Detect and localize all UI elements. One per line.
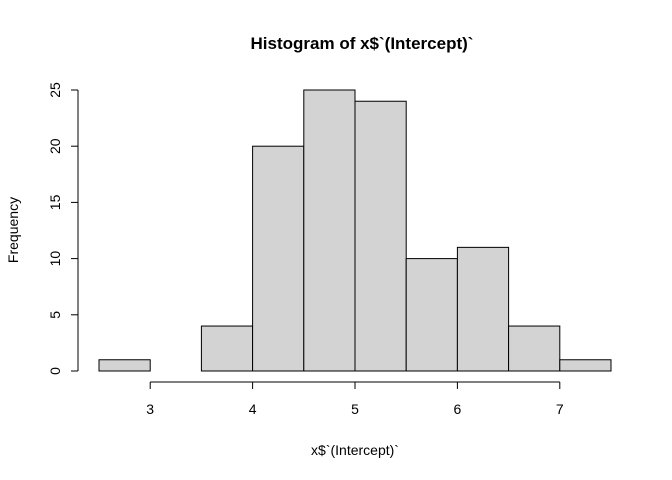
histogram-bar bbox=[559, 359, 612, 372]
y-tick-label: 25 bbox=[47, 82, 63, 98]
histogram-bar bbox=[200, 325, 254, 372]
y-tick-label: 10 bbox=[47, 251, 63, 267]
x-tick-label: 6 bbox=[454, 401, 462, 417]
x-tick-label: 7 bbox=[556, 401, 564, 417]
histogram-bar bbox=[508, 325, 561, 372]
y-axis-label: Frequency bbox=[5, 197, 21, 263]
y-tick-label: 15 bbox=[47, 194, 63, 210]
y-axis: 0 5 10 15 20 25 bbox=[47, 82, 79, 375]
x-axis-label: x$`(Intercept)` bbox=[311, 442, 399, 458]
x-tick-label: 5 bbox=[351, 401, 359, 417]
x-axis: 3 4 5 6 7 bbox=[146, 381, 564, 417]
histogram-bar bbox=[456, 246, 510, 372]
histogram-bar bbox=[303, 89, 356, 372]
histogram-bar bbox=[354, 100, 407, 372]
histogram-bar bbox=[405, 258, 458, 372]
histogram-bar bbox=[98, 359, 151, 372]
x-tick-label: 3 bbox=[146, 401, 154, 417]
y-tick-label: 20 bbox=[47, 138, 63, 154]
y-tick-label: 5 bbox=[47, 311, 63, 319]
histogram-bar bbox=[252, 145, 305, 372]
bars-group bbox=[98, 89, 612, 372]
chart-title: Histogram of x$`(Intercept)` bbox=[251, 34, 474, 53]
y-tick-label: 0 bbox=[47, 367, 63, 375]
x-tick-label: 4 bbox=[249, 401, 257, 417]
